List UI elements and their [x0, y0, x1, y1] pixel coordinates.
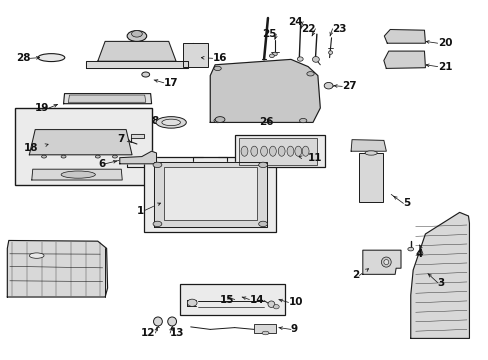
- Ellipse shape: [131, 31, 142, 37]
- Text: 13: 13: [170, 328, 184, 338]
- Ellipse shape: [312, 57, 319, 62]
- Ellipse shape: [187, 299, 197, 306]
- Ellipse shape: [258, 221, 267, 227]
- Ellipse shape: [306, 72, 314, 76]
- Text: 15: 15: [220, 294, 234, 305]
- Text: 5: 5: [403, 198, 410, 208]
- Bar: [183, 43, 207, 67]
- Ellipse shape: [95, 155, 100, 158]
- Text: 27: 27: [342, 81, 356, 91]
- Text: 24: 24: [288, 17, 303, 27]
- Ellipse shape: [267, 301, 274, 307]
- Polygon shape: [384, 30, 425, 43]
- Text: 14: 14: [249, 294, 264, 305]
- Bar: [234, 135, 325, 167]
- Bar: [359, 153, 382, 202]
- Ellipse shape: [258, 162, 267, 167]
- Ellipse shape: [250, 146, 257, 156]
- Bar: [254, 324, 276, 333]
- Ellipse shape: [381, 257, 390, 267]
- Ellipse shape: [29, 253, 44, 258]
- Ellipse shape: [162, 119, 180, 126]
- Bar: [15, 108, 151, 185]
- Ellipse shape: [278, 146, 285, 156]
- Text: 7: 7: [117, 134, 124, 144]
- Text: 1: 1: [137, 206, 144, 216]
- Ellipse shape: [407, 247, 413, 251]
- Text: 18: 18: [23, 143, 38, 153]
- Polygon shape: [63, 94, 151, 104]
- Text: 3: 3: [437, 278, 444, 288]
- Text: 2: 2: [351, 270, 359, 280]
- Polygon shape: [350, 140, 386, 151]
- Text: 9: 9: [290, 324, 298, 334]
- Ellipse shape: [156, 117, 186, 128]
- Polygon shape: [98, 41, 176, 61]
- Polygon shape: [362, 250, 400, 274]
- Ellipse shape: [153, 162, 162, 167]
- Text: 6: 6: [98, 159, 105, 169]
- Text: 20: 20: [437, 38, 451, 48]
- Text: 10: 10: [288, 297, 303, 307]
- Polygon shape: [68, 95, 145, 102]
- Text: 12: 12: [141, 328, 155, 338]
- Text: 8: 8: [151, 116, 159, 126]
- Ellipse shape: [153, 221, 162, 227]
- Ellipse shape: [302, 146, 308, 156]
- Ellipse shape: [262, 331, 268, 335]
- Ellipse shape: [286, 146, 293, 156]
- Ellipse shape: [269, 146, 276, 156]
- Text: 28: 28: [16, 53, 30, 63]
- Text: 16: 16: [212, 53, 227, 63]
- Ellipse shape: [273, 305, 279, 309]
- Ellipse shape: [294, 146, 301, 156]
- Ellipse shape: [364, 151, 377, 155]
- Text: 23: 23: [332, 24, 346, 34]
- Polygon shape: [85, 61, 188, 68]
- Ellipse shape: [112, 155, 117, 158]
- Ellipse shape: [41, 155, 46, 158]
- Ellipse shape: [383, 260, 388, 265]
- Ellipse shape: [297, 57, 303, 61]
- Polygon shape: [131, 134, 144, 138]
- Ellipse shape: [215, 117, 224, 122]
- Polygon shape: [120, 151, 156, 164]
- Polygon shape: [383, 51, 425, 68]
- Polygon shape: [154, 162, 266, 227]
- Polygon shape: [32, 169, 122, 180]
- Text: 11: 11: [307, 153, 322, 163]
- Ellipse shape: [142, 72, 149, 77]
- Polygon shape: [210, 59, 320, 122]
- Ellipse shape: [153, 317, 162, 326]
- Ellipse shape: [272, 52, 277, 56]
- Text: 17: 17: [163, 78, 178, 88]
- Text: 25: 25: [261, 29, 276, 39]
- Ellipse shape: [328, 51, 332, 54]
- Ellipse shape: [214, 118, 221, 123]
- Ellipse shape: [260, 146, 267, 156]
- Bar: [238, 138, 316, 165]
- Ellipse shape: [167, 317, 176, 326]
- Bar: [180, 284, 285, 315]
- Ellipse shape: [299, 118, 306, 123]
- Text: 19: 19: [35, 103, 49, 113]
- Ellipse shape: [61, 155, 66, 158]
- Polygon shape: [410, 212, 468, 338]
- Polygon shape: [7, 240, 107, 297]
- Ellipse shape: [61, 171, 95, 178]
- Bar: [163, 167, 256, 220]
- Text: 21: 21: [437, 62, 451, 72]
- Ellipse shape: [324, 82, 332, 89]
- Ellipse shape: [127, 31, 146, 41]
- Ellipse shape: [269, 54, 274, 58]
- Ellipse shape: [214, 66, 221, 71]
- Text: 4: 4: [415, 249, 422, 259]
- Bar: [144, 157, 276, 232]
- Ellipse shape: [241, 146, 247, 156]
- Text: 22: 22: [300, 24, 315, 34]
- Text: 26: 26: [259, 117, 273, 127]
- Ellipse shape: [38, 54, 64, 62]
- Polygon shape: [29, 130, 132, 155]
